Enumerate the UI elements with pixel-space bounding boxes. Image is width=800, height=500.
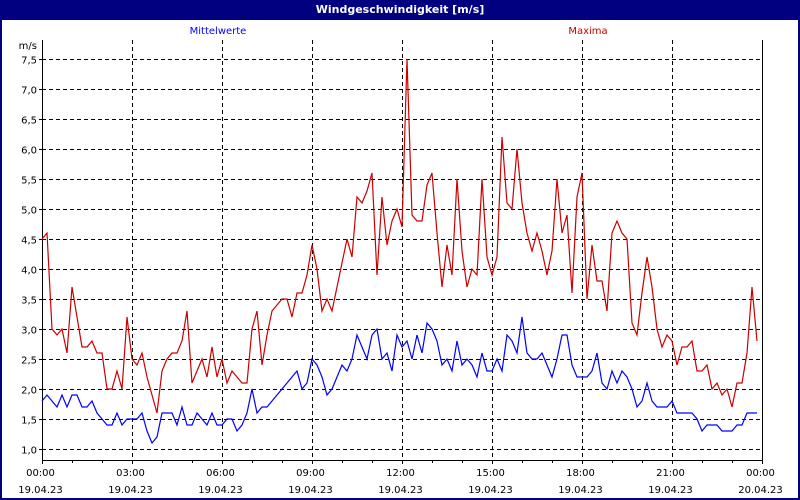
x-tick-time: 15:00	[476, 468, 505, 479]
y-tick-label: 6,0	[21, 146, 37, 157]
y-tick-label: 7,0	[21, 86, 37, 97]
y-axis-unit-label: m/s	[19, 41, 37, 52]
x-tick-date: 20.04.23	[738, 485, 783, 496]
x-tick-date: 19.04.23	[468, 485, 513, 496]
x-tick-time: 03:00	[116, 468, 145, 479]
series-line-mittelwerte	[41, 316, 757, 445]
x-tick-date: 19.04.23	[18, 485, 63, 496]
y-tick-label: 4,0	[21, 266, 37, 277]
x-tick-date: 19.04.23	[558, 485, 603, 496]
y-tick-label: 7,5	[21, 56, 37, 67]
x-tick-date: 19.04.23	[378, 485, 423, 496]
x-tick-date: 19.04.23	[108, 485, 153, 496]
y-tick-label: 6,5	[21, 116, 37, 127]
y-tick-label: 1,0	[21, 446, 37, 457]
x-tick-time: 12:00	[386, 468, 415, 479]
x-tick-date: 19.04.23	[648, 485, 693, 496]
window-title: Windgeschwindigkeit [m/s]	[2, 0, 798, 20]
x-tick-time: 00:00	[746, 468, 775, 479]
y-tick-label: 3,5	[21, 296, 37, 307]
y-tick-label: 2,5	[21, 356, 37, 367]
legend-maxima: Maxima	[568, 26, 607, 37]
y-tick-label: 4,5	[21, 236, 37, 247]
y-tick-label: 5,5	[21, 176, 37, 187]
x-tick-time: 09:00	[296, 468, 325, 479]
y-tick-label: 2,0	[21, 386, 37, 397]
y-tick-label: 3,0	[21, 326, 37, 337]
y-tick-label: 1,5	[21, 416, 37, 427]
x-tick-date: 19.04.23	[198, 485, 243, 496]
x-tick-time: 06:00	[206, 468, 235, 479]
y-tick-label: 5,0	[21, 206, 37, 217]
x-tick-date: 19.04.23	[288, 485, 333, 496]
x-tick-time: 21:00	[656, 468, 685, 479]
x-tick-time: 18:00	[566, 468, 595, 479]
series-line-maxima	[41, 58, 758, 414]
x-tick-time: 00:00	[26, 468, 55, 479]
legend-mittelwerte: Mittelwerte	[190, 26, 247, 37]
